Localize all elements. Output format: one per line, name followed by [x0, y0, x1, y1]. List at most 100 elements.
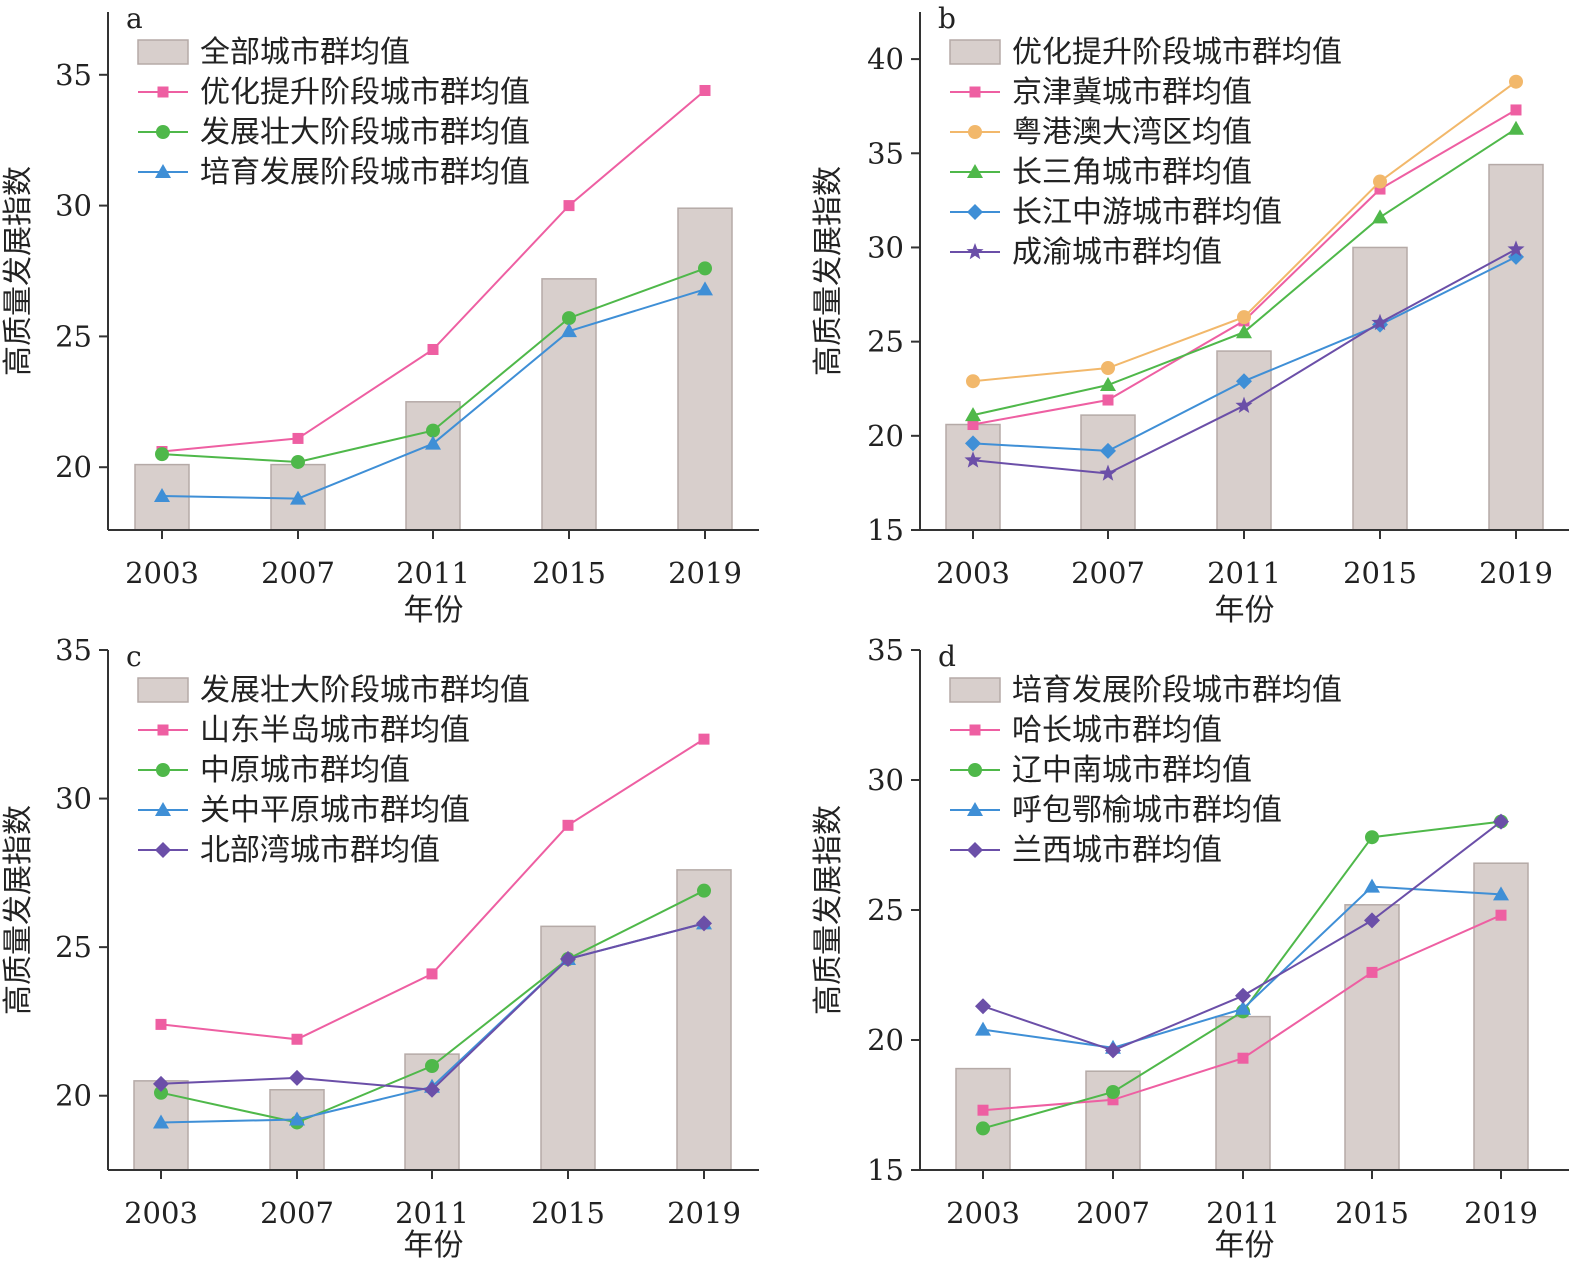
x-tick-label: 2019	[668, 556, 742, 590]
legend-marker	[155, 802, 171, 816]
data-point	[1510, 104, 1522, 116]
legend-marker	[155, 164, 171, 178]
legend-marker	[967, 842, 983, 858]
y-tick-label: 40	[867, 42, 904, 76]
data-point	[975, 1021, 991, 1036]
data-point	[560, 951, 576, 968]
data-point	[1365, 830, 1379, 845]
data-point	[562, 311, 576, 326]
legend-marker	[968, 763, 982, 777]
x-axis-title: 年份	[1215, 1228, 1275, 1263]
legend-label: 培育发展阶段城市群均值	[200, 155, 530, 190]
legend-marker	[968, 125, 982, 139]
legend-label: 北部湾城市群均值	[200, 833, 440, 868]
legend-label: 粤港澳大湾区均值	[1012, 115, 1252, 150]
y-axis-title: 高质量发展指数	[1, 805, 36, 1015]
data-point	[1107, 1094, 1119, 1106]
data-point	[1236, 373, 1252, 390]
y-tick-label: 15	[867, 513, 904, 547]
data-point	[563, 200, 575, 212]
data-point	[1106, 1085, 1120, 1099]
data-point	[291, 454, 305, 469]
data-point	[424, 1081, 440, 1098]
bar	[1473, 862, 1529, 1171]
data-point	[1371, 313, 1389, 331]
legend-label: 发展壮大阶段城市群均值	[200, 115, 530, 150]
y-tick-label: 35	[55, 633, 92, 667]
legend-marker	[156, 125, 170, 139]
legend-marker	[967, 802, 983, 816]
data-point	[1102, 394, 1114, 406]
legend-label: 山东半岛城市群均值	[200, 713, 470, 748]
bar	[677, 207, 733, 531]
x-tick-label: 2011	[1206, 1196, 1280, 1230]
data-point	[965, 407, 981, 422]
legend: 培育发展阶段城市群均值哈长城市群均值辽中南城市群均值呼包鄂榆城市群均值兰西城市群…	[949, 673, 1342, 868]
y-tick-label: 30	[55, 189, 92, 223]
data-point	[966, 374, 980, 389]
legend-label: 长三角城市群均值	[1012, 155, 1252, 190]
data-point	[153, 1075, 169, 1092]
bar	[1344, 904, 1400, 1171]
data-point	[425, 435, 441, 450]
x-tick-label: 2015	[1335, 1196, 1409, 1230]
x-tick-label: 2003	[936, 556, 1010, 590]
data-point	[967, 419, 979, 431]
data-point	[1508, 120, 1524, 135]
data-point	[154, 487, 170, 502]
data-point	[427, 343, 439, 355]
data-point	[289, 1069, 305, 1086]
legend-label: 关中平原城市群均值	[200, 793, 470, 828]
x-tick-label: 2019	[1479, 556, 1553, 590]
data-point	[1236, 324, 1252, 339]
y-tick-label: 25	[867, 893, 904, 927]
legend-marker	[157, 724, 169, 736]
x-axis-title: 年份	[404, 593, 464, 628]
y-tick-label: 30	[867, 763, 904, 797]
data-point	[975, 998, 991, 1015]
y-tick-label: 20	[55, 1079, 92, 1113]
data-point	[1100, 376, 1116, 391]
legend-label: 呼包鄂榆城市群均值	[1012, 793, 1282, 828]
data-point	[426, 423, 440, 438]
data-point	[1372, 209, 1388, 224]
data-point	[1374, 183, 1386, 195]
y-tick-label: 25	[55, 319, 92, 353]
data-point	[292, 432, 304, 444]
data-point	[155, 1018, 167, 1030]
legend-label: 兰西城市群均值	[1012, 833, 1222, 868]
panel-b: 15 20 25 30 35 40 2003 2007 2011 2015 2019 年份 高质量发展指…	[811, 2, 1569, 628]
data-point	[1235, 396, 1253, 413]
y-tick-label: 20	[55, 450, 92, 484]
data-point	[976, 1121, 990, 1136]
legend-label: 辽中南城市群均值	[1012, 753, 1252, 788]
legend-marker	[969, 724, 981, 736]
legend-marker	[969, 86, 981, 98]
x-axis-title: 年份	[1215, 593, 1275, 628]
data-point	[1100, 442, 1116, 459]
legend-label: 中原城市群均值	[200, 753, 410, 788]
x-tick-label: 2003	[946, 1196, 1020, 1230]
legend-label: 哈长城市群均值	[1012, 713, 1222, 748]
bar	[269, 1089, 325, 1171]
x-tick-label: 2011	[1207, 556, 1281, 590]
data-point	[1508, 248, 1524, 265]
data-point	[965, 435, 981, 452]
data-point	[155, 447, 169, 462]
data-point	[698, 261, 712, 276]
y-tick-label: 15	[867, 1153, 904, 1187]
data-point	[425, 1059, 439, 1073]
data-point	[1105, 1042, 1121, 1059]
legend: 优化提升阶段城市群均值京津冀城市群均值粤港澳大湾区均值长三角城市群均值长江中游城…	[949, 35, 1342, 270]
data-point	[698, 733, 710, 745]
y-axis-title: 高质量发展指数	[811, 166, 846, 376]
legend-bar-swatch	[137, 677, 189, 703]
panel-d: 15 20 25 30 35 2003 2007 2011 2015 2019 年份 高质量发展指数 d…	[811, 633, 1569, 1263]
data-point	[1235, 987, 1251, 1004]
data-point	[1507, 240, 1525, 257]
legend-label: 优化提升阶段城市群均值	[200, 75, 530, 110]
legend-marker	[966, 243, 984, 260]
y-tick-label: 20	[867, 1023, 904, 1057]
